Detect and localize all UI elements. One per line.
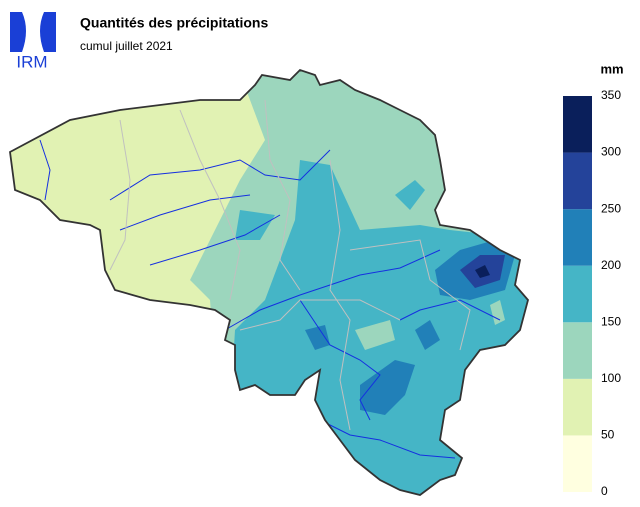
legend-band [563,96,592,153]
subtitle: cumul juillet 2021 [80,39,173,53]
legend-tick-label: 150 [601,314,621,328]
legend-tick-label: 250 [601,201,621,215]
legend-tick-label: 50 [601,428,615,442]
logo-text: IRM [16,52,47,71]
legend-tick-label: 350 [601,88,621,102]
legend-band [563,152,592,210]
legend: 0 50 100 150 200 250 300 350 [563,88,621,498]
logo: IRM [8,10,56,71]
legend-band [563,378,592,436]
legend-band [563,209,592,266]
legend-band [563,322,592,379]
legend-tick-label: 200 [601,258,621,272]
legend-tick-label: 100 [601,371,621,385]
legend-unit: mm [600,61,623,76]
title: Quantités des précipitations [80,15,268,31]
precipitation-map [10,70,528,495]
legend-tick-label: 0 [601,484,608,498]
legend-band [563,265,592,323]
legend-tick-label: 300 [601,145,621,159]
legend-band [563,435,592,492]
country-outline [9,68,529,496]
